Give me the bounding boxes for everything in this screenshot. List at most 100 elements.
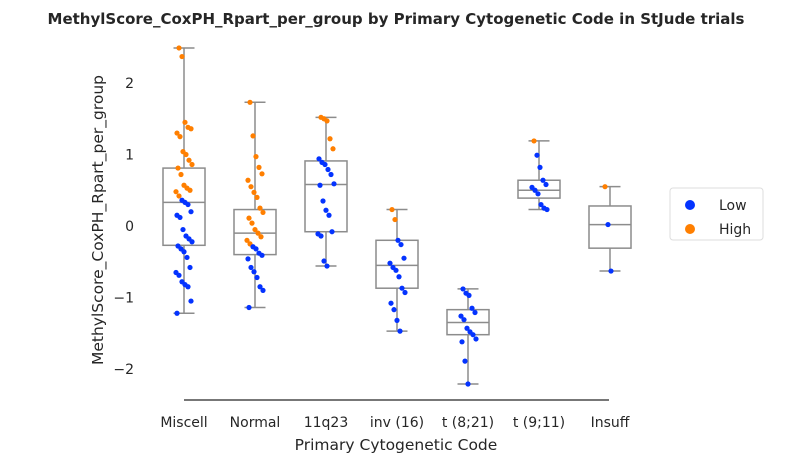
box-insuff xyxy=(588,185,632,272)
point-low xyxy=(537,164,543,170)
x-tick-label: t (8;21) xyxy=(442,415,494,431)
point-low xyxy=(535,191,541,197)
y-tick-label: 2 xyxy=(125,76,134,92)
point-low xyxy=(185,201,191,208)
point-high xyxy=(174,130,180,136)
point-low xyxy=(259,252,265,258)
y-tick-label: 0 xyxy=(125,219,134,235)
point-low xyxy=(326,212,332,218)
point-low xyxy=(331,181,337,187)
point-low xyxy=(180,226,186,233)
point-low xyxy=(316,156,322,162)
point-low xyxy=(465,381,471,387)
legend-label-low: Low xyxy=(719,198,747,214)
point-low xyxy=(254,274,260,281)
point-high xyxy=(189,161,195,168)
box-inv-16- xyxy=(375,208,419,332)
point-high xyxy=(257,205,263,211)
point-low xyxy=(608,268,614,274)
x-tick-label: Normal xyxy=(230,415,281,431)
iqr-box xyxy=(304,160,348,233)
point-low xyxy=(320,198,326,204)
y-tick-label: 1 xyxy=(125,148,134,164)
point-low xyxy=(464,325,470,331)
y-tick-label: −1 xyxy=(113,291,134,307)
point-high xyxy=(259,171,265,177)
point-low xyxy=(605,221,611,228)
point-low xyxy=(534,152,540,158)
point-low xyxy=(462,358,468,364)
point-low xyxy=(185,284,191,290)
point-low xyxy=(246,304,252,311)
point-high xyxy=(392,216,398,223)
point-high xyxy=(252,226,258,233)
point-high xyxy=(178,171,184,178)
point-low xyxy=(532,187,538,193)
point-low xyxy=(459,339,465,345)
point-high xyxy=(244,237,250,243)
point-low xyxy=(391,307,397,313)
point-low xyxy=(402,289,408,296)
iqr-box xyxy=(588,205,632,249)
plot-area: 2 1 0 −1 −2 Miscell Normal 11q23 inv (16) t (8;21… xyxy=(113,45,632,431)
point-low xyxy=(189,239,195,245)
point-high xyxy=(246,215,252,221)
point-high xyxy=(602,184,608,190)
point-low xyxy=(188,298,194,304)
legend-marker-low xyxy=(685,200,695,210)
point-low xyxy=(248,264,254,271)
point-low xyxy=(245,256,251,262)
point-high xyxy=(182,119,188,125)
point-low xyxy=(322,161,328,168)
point-high xyxy=(327,136,333,142)
iqr-box xyxy=(162,167,206,247)
point-low xyxy=(466,292,472,298)
point-low xyxy=(458,313,464,319)
point-high xyxy=(179,53,185,60)
point-low xyxy=(324,263,330,269)
point-low xyxy=(394,317,400,323)
point-low xyxy=(181,249,187,255)
point-low xyxy=(177,214,183,221)
point-high xyxy=(183,151,189,158)
point-high xyxy=(175,165,181,171)
point-low xyxy=(397,328,403,334)
point-low xyxy=(188,209,194,215)
point-low xyxy=(176,272,182,278)
point-high xyxy=(177,134,183,140)
y-axis-label: MethylScore_CoxPH_Rpart_per_group xyxy=(89,75,108,365)
point-low xyxy=(317,182,323,188)
point-low xyxy=(395,237,401,243)
legend: Low High xyxy=(669,187,764,241)
point-low xyxy=(184,254,190,261)
point-high xyxy=(173,189,179,195)
iqr-box xyxy=(233,208,277,256)
point-low xyxy=(461,317,467,323)
point-high xyxy=(324,118,330,124)
point-low xyxy=(387,260,393,266)
point-high xyxy=(176,45,182,51)
point-low xyxy=(543,181,549,188)
point-low xyxy=(388,300,394,306)
point-low xyxy=(538,201,544,208)
box-miscell xyxy=(162,47,206,314)
x-axis-label: Primary Cytogenetic Code xyxy=(295,436,498,454)
point-low xyxy=(174,310,180,316)
point-low xyxy=(470,332,476,338)
x-tick-label: t (9;11) xyxy=(513,415,565,431)
point-low xyxy=(325,166,331,173)
point-low xyxy=(321,258,327,264)
point-high xyxy=(260,209,266,216)
point-low xyxy=(399,285,405,291)
point-high xyxy=(186,157,192,163)
point-low xyxy=(544,206,550,213)
point-high xyxy=(250,133,256,139)
point-low xyxy=(328,171,334,178)
box-t-9-11- xyxy=(517,140,561,211)
point-low xyxy=(323,207,329,213)
point-low xyxy=(473,336,479,342)
y-tick-label: −2 xyxy=(113,362,134,378)
point-low xyxy=(329,229,335,235)
point-low xyxy=(253,246,259,252)
